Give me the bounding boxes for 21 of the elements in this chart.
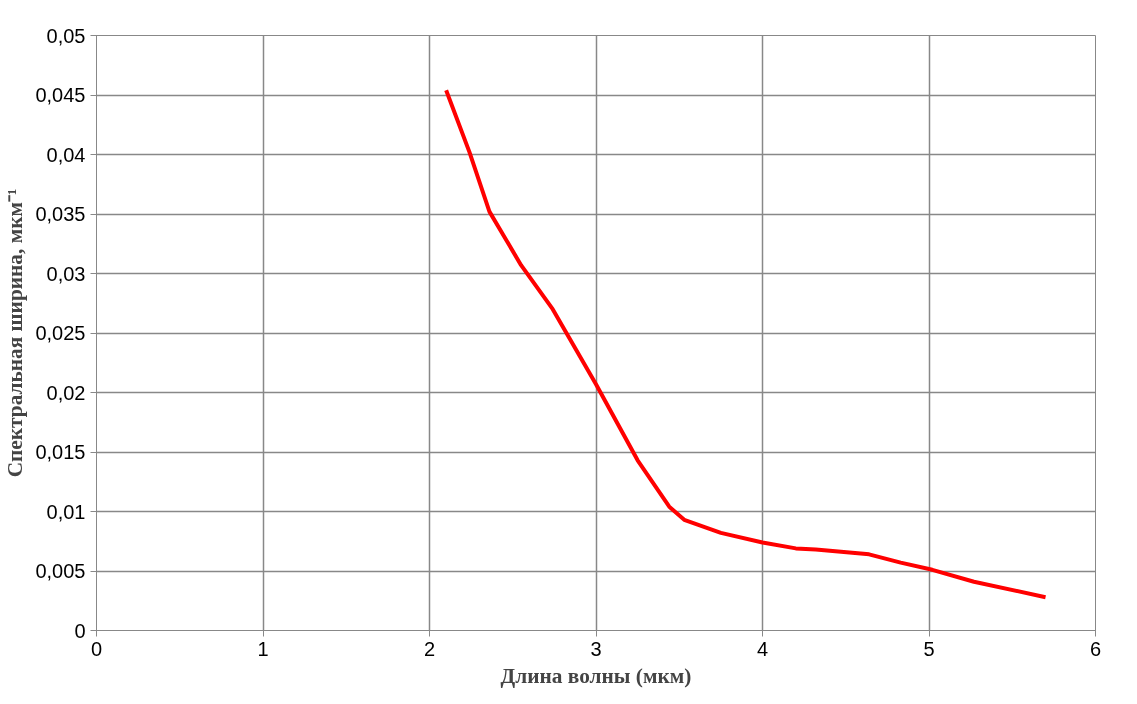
y-tick-label: 0,035 [35, 203, 86, 225]
y-tick-label: 0,03 [46, 262, 86, 285]
x-tick-label: 5 [923, 637, 935, 660]
y-tick-label: 0,015 [35, 441, 86, 463]
line-series [444, 88, 1048, 600]
y-tick-label: 0,02 [46, 381, 86, 404]
y-tick-label: 0,05 [46, 24, 86, 47]
x-tick-label: 1 [257, 637, 269, 660]
x-tick-label: 3 [590, 637, 602, 660]
y-tick-label: 0 [74, 619, 86, 642]
x-tick-label: 0 [90, 637, 103, 660]
x-tick-label: 4 [756, 637, 769, 660]
x-axis-title: Длина волны (мкм) [500, 663, 692, 688]
y-tick-label: 0,025 [35, 322, 86, 344]
y-tick-label: 0,005 [35, 560, 86, 582]
y-tick-label: 0,04 [46, 143, 86, 166]
x-tick-label: 6 [1089, 637, 1102, 660]
y-tick-label: 0,045 [35, 84, 86, 106]
y-axis-title: Спектральная ширина, мкм⁻¹ [3, 188, 28, 478]
y-tick-label: 0,01 [46, 500, 86, 523]
x-tick-label: 2 [423, 637, 436, 660]
